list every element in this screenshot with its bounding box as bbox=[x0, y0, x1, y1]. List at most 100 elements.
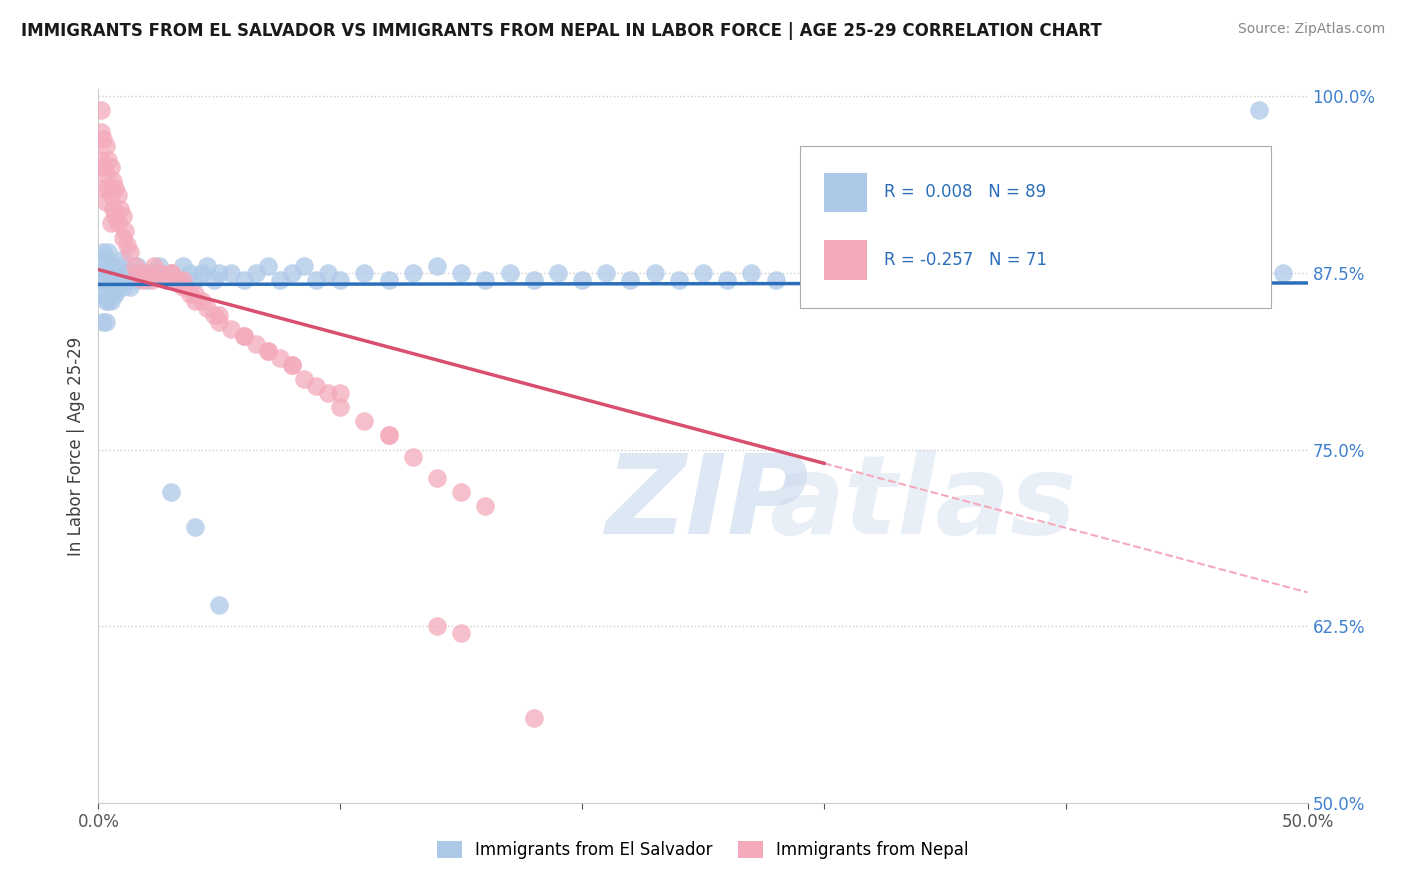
Point bbox=[155, 273, 177, 287]
Point bbox=[1249, 103, 1271, 118]
Point bbox=[167, 273, 190, 287]
Point bbox=[256, 259, 278, 273]
Point bbox=[97, 153, 120, 167]
Point bbox=[111, 280, 134, 294]
Point bbox=[90, 103, 112, 118]
Point bbox=[127, 259, 149, 273]
Point bbox=[135, 273, 157, 287]
Point bbox=[316, 266, 339, 280]
Point bbox=[281, 266, 304, 280]
Point bbox=[141, 266, 163, 280]
Point bbox=[329, 386, 352, 401]
Legend: Immigrants from El Salvador, Immigrants from Nepal: Immigrants from El Salvador, Immigrants … bbox=[437, 840, 969, 859]
Point bbox=[179, 266, 201, 280]
Point bbox=[97, 181, 120, 195]
Point bbox=[172, 273, 194, 287]
FancyBboxPatch shape bbox=[824, 241, 868, 280]
Point bbox=[269, 273, 291, 287]
Point bbox=[547, 266, 569, 280]
Point bbox=[118, 244, 141, 259]
FancyBboxPatch shape bbox=[800, 145, 1271, 309]
Point bbox=[141, 273, 163, 287]
Point bbox=[127, 266, 149, 280]
Point bbox=[131, 273, 153, 287]
Point bbox=[316, 386, 339, 401]
Point bbox=[90, 266, 112, 280]
Point bbox=[94, 315, 117, 329]
Point bbox=[245, 336, 267, 351]
Text: R = -0.257   N = 71: R = -0.257 N = 71 bbox=[884, 252, 1047, 269]
Point bbox=[498, 266, 520, 280]
Text: ZIP: ZIP bbox=[606, 450, 810, 557]
Text: R =  0.008   N = 89: R = 0.008 N = 89 bbox=[884, 184, 1046, 202]
Point bbox=[114, 223, 136, 237]
Point bbox=[232, 329, 254, 343]
Point bbox=[716, 273, 738, 287]
Point bbox=[104, 210, 127, 224]
Point bbox=[104, 181, 127, 195]
Point bbox=[111, 230, 134, 244]
Point bbox=[100, 294, 122, 309]
Point bbox=[221, 322, 243, 336]
Point bbox=[155, 273, 177, 287]
Point bbox=[191, 294, 214, 309]
Point bbox=[91, 315, 114, 329]
Point bbox=[100, 259, 122, 273]
Point bbox=[329, 400, 352, 414]
Point bbox=[160, 266, 183, 280]
Point bbox=[813, 266, 835, 280]
Point bbox=[910, 266, 932, 280]
Point bbox=[124, 273, 146, 287]
Point bbox=[184, 520, 207, 534]
Point bbox=[117, 266, 139, 280]
Point bbox=[94, 273, 117, 287]
Point bbox=[108, 202, 131, 217]
Point bbox=[94, 167, 117, 181]
Point bbox=[172, 259, 194, 273]
Point bbox=[111, 210, 134, 224]
Point bbox=[100, 273, 122, 287]
Point bbox=[450, 626, 472, 640]
Point bbox=[292, 259, 315, 273]
Point bbox=[97, 294, 120, 309]
Point bbox=[305, 273, 328, 287]
Point bbox=[256, 343, 278, 358]
Point bbox=[329, 273, 352, 287]
Point bbox=[305, 379, 328, 393]
Point bbox=[474, 273, 496, 287]
Point bbox=[1007, 259, 1029, 273]
Point bbox=[91, 181, 114, 195]
Point bbox=[111, 252, 134, 266]
Point bbox=[204, 273, 226, 287]
Point bbox=[94, 138, 117, 153]
Point bbox=[1152, 266, 1174, 280]
Point bbox=[94, 195, 117, 210]
Point bbox=[740, 266, 762, 280]
Text: atlas: atlas bbox=[769, 450, 1077, 557]
Point bbox=[107, 280, 129, 294]
Point bbox=[184, 273, 207, 287]
Point bbox=[204, 308, 226, 322]
Point bbox=[195, 301, 218, 316]
Point bbox=[90, 287, 112, 301]
Point bbox=[117, 237, 139, 252]
Point bbox=[221, 266, 243, 280]
Point bbox=[107, 259, 129, 273]
Point bbox=[160, 266, 183, 280]
Point bbox=[426, 471, 449, 485]
Point bbox=[91, 244, 114, 259]
Point bbox=[450, 484, 472, 499]
Point bbox=[256, 343, 278, 358]
Point bbox=[523, 711, 546, 725]
Text: IMMIGRANTS FROM EL SALVADOR VS IMMIGRANTS FROM NEPAL IN LABOR FORCE | AGE 25-29 : IMMIGRANTS FROM EL SALVADOR VS IMMIGRANT… bbox=[21, 22, 1102, 40]
Point bbox=[91, 287, 114, 301]
Point bbox=[692, 266, 714, 280]
Point bbox=[426, 259, 449, 273]
Point bbox=[100, 160, 122, 174]
Point bbox=[107, 188, 129, 202]
Point bbox=[118, 280, 141, 294]
Point bbox=[571, 273, 593, 287]
Point bbox=[292, 372, 315, 386]
Text: Source: ZipAtlas.com: Source: ZipAtlas.com bbox=[1237, 22, 1385, 37]
Point bbox=[450, 266, 472, 280]
